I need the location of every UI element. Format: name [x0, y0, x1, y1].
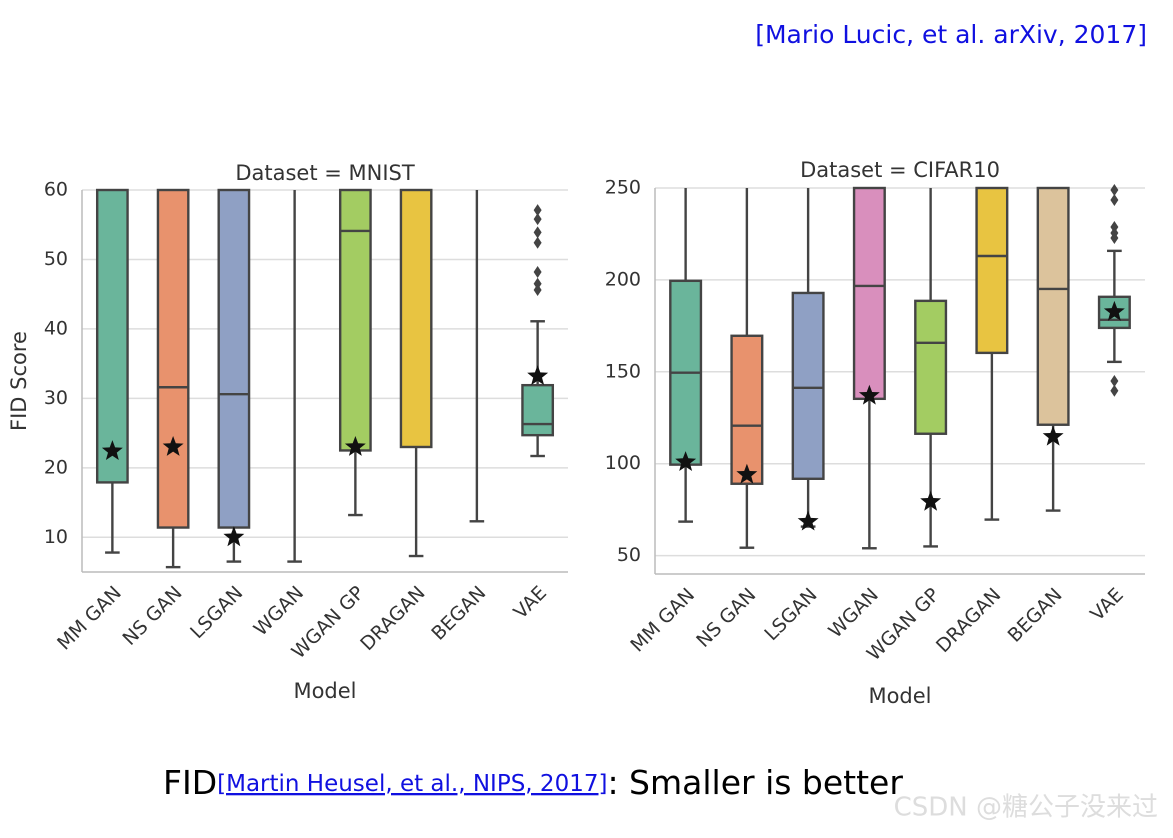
best-score-star: [1103, 300, 1125, 321]
x-axis-label: Model: [868, 684, 931, 708]
box: [95, 188, 129, 484]
y-tick-label: 20: [44, 456, 68, 478]
x-tick-label: MM GAN: [626, 584, 699, 657]
best-score-star: [920, 490, 942, 511]
outlier: [533, 213, 542, 226]
x-tick-label: DRAGAN: [356, 582, 429, 655]
box: [914, 299, 948, 435]
box: [730, 334, 764, 485]
best-score-star: [1042, 425, 1064, 446]
citation: [Mario Lucic, et al. arXiv, 2017]: [755, 20, 1147, 49]
best-score-star: [527, 365, 549, 385]
x-tick-label: WGAN: [824, 584, 883, 643]
best-score-star: [223, 526, 245, 547]
chart-title: Dataset = MNIST: [235, 161, 415, 185]
box: [852, 186, 886, 401]
best-score-star: [736, 463, 758, 484]
y-tick-label: 200: [605, 268, 641, 290]
box: [791, 291, 825, 480]
outlier: [533, 284, 542, 297]
y-tick-label: 250: [605, 177, 641, 199]
box: [217, 188, 251, 529]
y-tick-label: 40: [44, 317, 68, 339]
caption-prefix: FID: [163, 763, 217, 802]
y-tick-label: 100: [605, 452, 641, 474]
box: [975, 186, 1009, 355]
x-tick-label: NS GAN: [692, 584, 760, 652]
x-tick-label: DRAGAN: [932, 584, 1005, 657]
y-tick-label: 30: [44, 387, 68, 409]
x-tick-label: MM GAN: [53, 582, 126, 655]
x-tick-label: VAE: [509, 582, 551, 624]
best-score-star: [344, 436, 366, 456]
outlier: [1110, 193, 1119, 206]
x-tick-label: NS GAN: [118, 582, 186, 650]
x-tick-label: VAE: [1086, 584, 1128, 626]
outlier: [1110, 384, 1119, 397]
best-score-star: [858, 384, 880, 405]
outlier: [533, 265, 542, 278]
outlier: [533, 236, 542, 249]
outlier: [1110, 375, 1119, 387]
box: [338, 188, 372, 452]
best-score-star: [797, 510, 819, 531]
outlier: [533, 226, 542, 239]
x-tick-label: BEGAN: [1004, 584, 1067, 647]
y-tick-label: 60: [44, 179, 68, 201]
caption-suffix: : Smaller is better: [607, 763, 903, 802]
best-score-star: [162, 436, 184, 456]
caption: FID[Martin Heusel, et al., NIPS, 2017]: …: [163, 763, 903, 802]
chart-title: Dataset = CIFAR10: [800, 158, 1000, 182]
outlier: [1110, 227, 1119, 240]
outlier: [533, 204, 542, 217]
best-score-star: [675, 451, 697, 471]
watermark: CSDN @糖公子没来过: [894, 793, 1158, 823]
box: [1036, 186, 1070, 426]
y-tick-label: 50: [44, 248, 68, 270]
y-tick-label: 10: [44, 526, 68, 548]
box: [156, 188, 190, 529]
box: [521, 383, 555, 437]
x-tick-label: BEGAN: [427, 582, 490, 645]
x-tick-label: LSGAN: [186, 582, 247, 643]
y-tick-label: 50: [617, 544, 641, 566]
outlier: [1110, 220, 1119, 233]
x-tick-label: WGAN: [250, 582, 309, 641]
outlier: [533, 277, 542, 290]
x-axis-label: Model: [293, 679, 356, 703]
y-tick-label: 150: [605, 360, 641, 382]
x-tick-label: LSGAN: [760, 584, 821, 645]
caption-reference: [Martin Heusel, et al., NIPS, 2017]: [217, 771, 607, 797]
best-score-star: [101, 440, 123, 460]
outlier: [1110, 184, 1119, 197]
y-axis-label: FID Score: [7, 331, 31, 431]
box: [399, 188, 433, 449]
